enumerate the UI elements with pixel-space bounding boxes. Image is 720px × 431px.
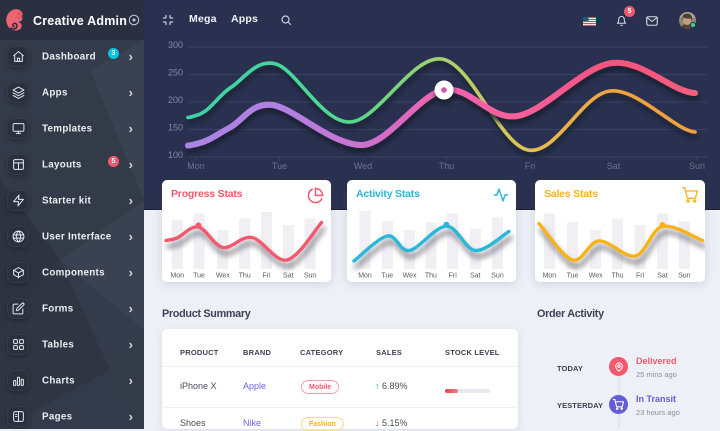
svg-text:Sat: Sat bbox=[470, 273, 481, 280]
svg-text:Tue: Tue bbox=[272, 161, 287, 171]
svg-text:Sat: Sat bbox=[607, 161, 621, 171]
svg-text:Sun: Sun bbox=[304, 273, 317, 280]
svg-text:Thu: Thu bbox=[239, 273, 251, 280]
svg-text:Thu: Thu bbox=[425, 273, 437, 280]
svg-text:Mon: Mon bbox=[187, 161, 205, 171]
svg-text:250: 250 bbox=[168, 68, 183, 78]
svg-text:Sun: Sun bbox=[678, 273, 691, 280]
svg-text:Thu: Thu bbox=[611, 273, 623, 280]
svg-text:Wex: Wex bbox=[403, 273, 417, 280]
svg-text:Fri: Fri bbox=[525, 161, 536, 171]
svg-text:Tue: Tue bbox=[381, 273, 393, 280]
svg-text:Tue: Tue bbox=[193, 273, 205, 280]
svg-text:Sun: Sun bbox=[491, 273, 504, 280]
svg-text:Fri: Fri bbox=[636, 273, 645, 280]
svg-text:Wed: Wed bbox=[354, 161, 372, 171]
svg-text:Sat: Sat bbox=[657, 273, 668, 280]
svg-text:Fri: Fri bbox=[262, 273, 271, 280]
svg-text:Thu: Thu bbox=[439, 161, 455, 171]
svg-text:Sun: Sun bbox=[689, 161, 705, 171]
svg-text:Mon: Mon bbox=[358, 273, 372, 280]
svg-text:300: 300 bbox=[168, 40, 183, 50]
svg-text:Tue: Tue bbox=[567, 273, 579, 280]
svg-text:Mon: Mon bbox=[170, 273, 184, 280]
svg-text:100: 100 bbox=[168, 150, 183, 160]
svg-text:Wex: Wex bbox=[216, 273, 230, 280]
svg-text:Fri: Fri bbox=[449, 273, 458, 280]
svg-text:Sat: Sat bbox=[283, 273, 294, 280]
svg-text:150: 150 bbox=[168, 123, 183, 133]
svg-text:Mon: Mon bbox=[543, 273, 557, 280]
svg-text:200: 200 bbox=[168, 95, 183, 105]
svg-text:Wex: Wex bbox=[589, 273, 603, 280]
